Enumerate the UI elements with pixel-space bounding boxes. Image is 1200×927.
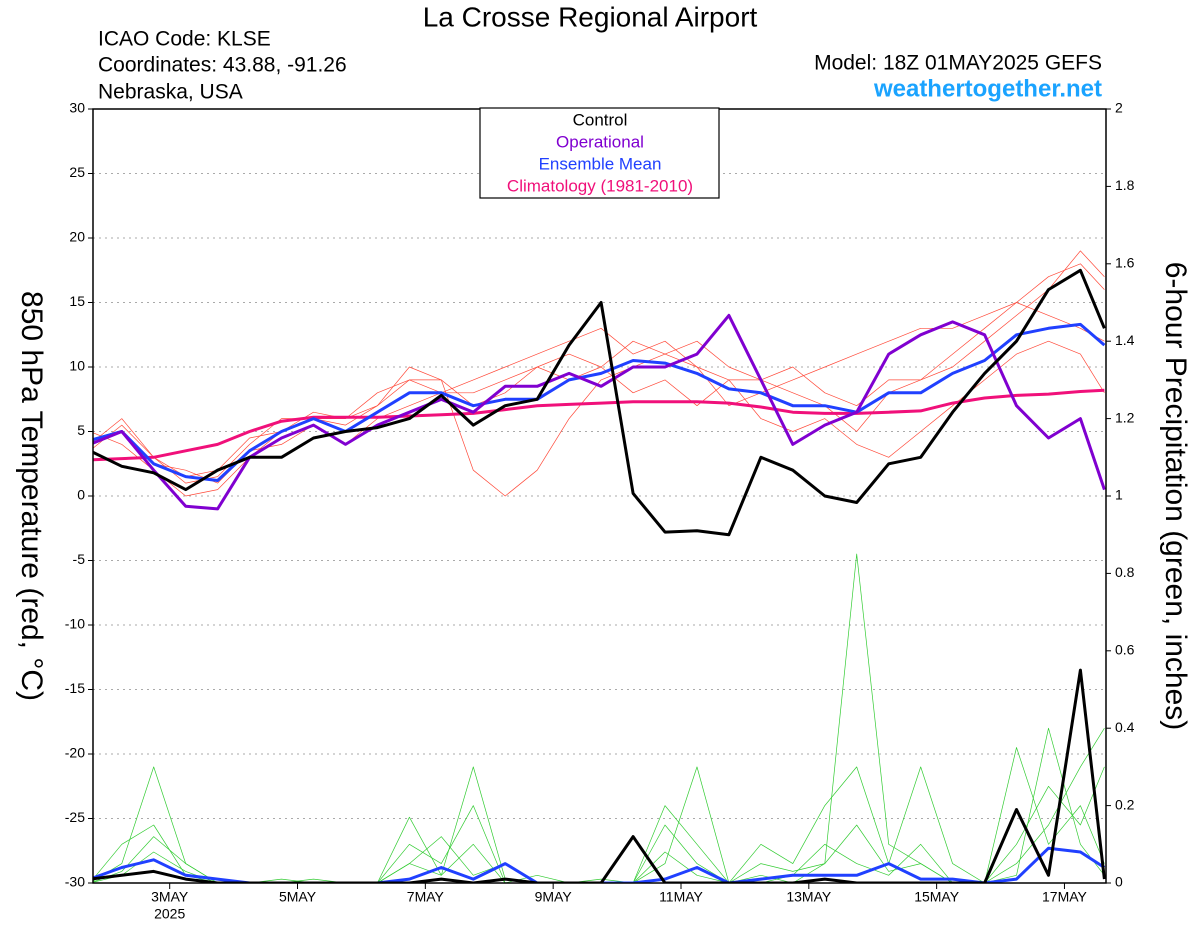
member-line — [93, 302, 1105, 477]
y2-tick-label: 1.8 — [1115, 177, 1135, 193]
y-tick-label: -5 — [73, 551, 86, 567]
x-year-label: 2025 — [154, 906, 185, 922]
chart-title: La Crosse Regional Airport — [423, 1, 758, 32]
x-tick-label: 15MAY — [914, 889, 960, 905]
y-tick-label: -25 — [65, 809, 85, 825]
member-line — [93, 846, 1106, 883]
x-tick-label: 17MAY — [1042, 889, 1088, 905]
y2-tick-label: 1.2 — [1115, 409, 1135, 425]
site-name: weathertogether.net — [873, 75, 1102, 102]
legend: Control Operational Ensemble Mean Climatolo… — [479, 107, 720, 199]
y2-tick-label: 1.4 — [1115, 332, 1135, 348]
y-tick-label: -30 — [65, 874, 85, 890]
y2-tick-label: 0.2 — [1115, 796, 1135, 812]
member-line — [93, 340, 1105, 484]
legend-entry: Climatology (1981-2010) — [507, 176, 693, 195]
y-tick-label: 0 — [77, 487, 85, 503]
y-tick-label: 15 — [69, 293, 85, 309]
x-tick-label: 3MAY — [151, 889, 189, 905]
info-line: Coordinates: 43.88, -91.26 — [98, 54, 347, 77]
x-tick-label: 13MAY — [786, 889, 832, 905]
y2-tick-label: 0.4 — [1115, 719, 1135, 735]
y-tick-label: 20 — [69, 229, 85, 245]
y-tick-label: -20 — [65, 745, 85, 761]
member-line — [93, 747, 1105, 883]
y2-tick-label: 0.8 — [1115, 564, 1135, 580]
y-tick-label: 25 — [69, 164, 85, 180]
y-tick-label: 30 — [69, 100, 85, 116]
x-tick-label: 7MAY — [407, 889, 445, 905]
plot-lines — [93, 250, 1106, 883]
legend-entry: Control — [573, 110, 628, 129]
model-info: Model: 18Z 01MAY2025 GEFS — [814, 52, 1102, 75]
ticks: -30-25-20-15-10-505101520253000.20.40.60… — [65, 100, 1135, 922]
y2-tick-label: 1.6 — [1115, 255, 1135, 271]
member-line — [93, 766, 1105, 883]
y-tick-label: 10 — [69, 358, 85, 374]
series-line — [93, 268, 1106, 537]
legend-box — [479, 107, 720, 199]
y-tick-label: -10 — [65, 616, 85, 632]
series-line — [93, 388, 1105, 462]
legend-entry: Operational — [556, 132, 644, 151]
series-line — [93, 313, 1106, 511]
y2-tick-label: 1 — [1115, 487, 1123, 503]
y2-tick-label: 2 — [1115, 100, 1123, 116]
y-axis-label: 850 hPa Temperature (red, °C) — [15, 291, 48, 701]
legend-entry: Ensemble Mean — [539, 154, 662, 173]
x-tick-label: 5MAY — [279, 889, 317, 905]
y2-tick-label: 0 — [1115, 874, 1123, 890]
y2-axis-label: 6-hour Precipitation (green, inches) — [1159, 262, 1192, 731]
series-line — [93, 322, 1106, 482]
info-line: Nebraska, USA — [98, 81, 243, 104]
info-line: ICAO Code: KLSE — [98, 28, 271, 51]
x-tick-label: 11MAY — [659, 889, 703, 905]
y-tick-label: 5 — [77, 422, 85, 438]
y-tick-label: -15 — [65, 680, 85, 696]
y2-tick-label: 0.6 — [1115, 642, 1135, 658]
x-tick-label: 9MAY — [535, 889, 573, 905]
